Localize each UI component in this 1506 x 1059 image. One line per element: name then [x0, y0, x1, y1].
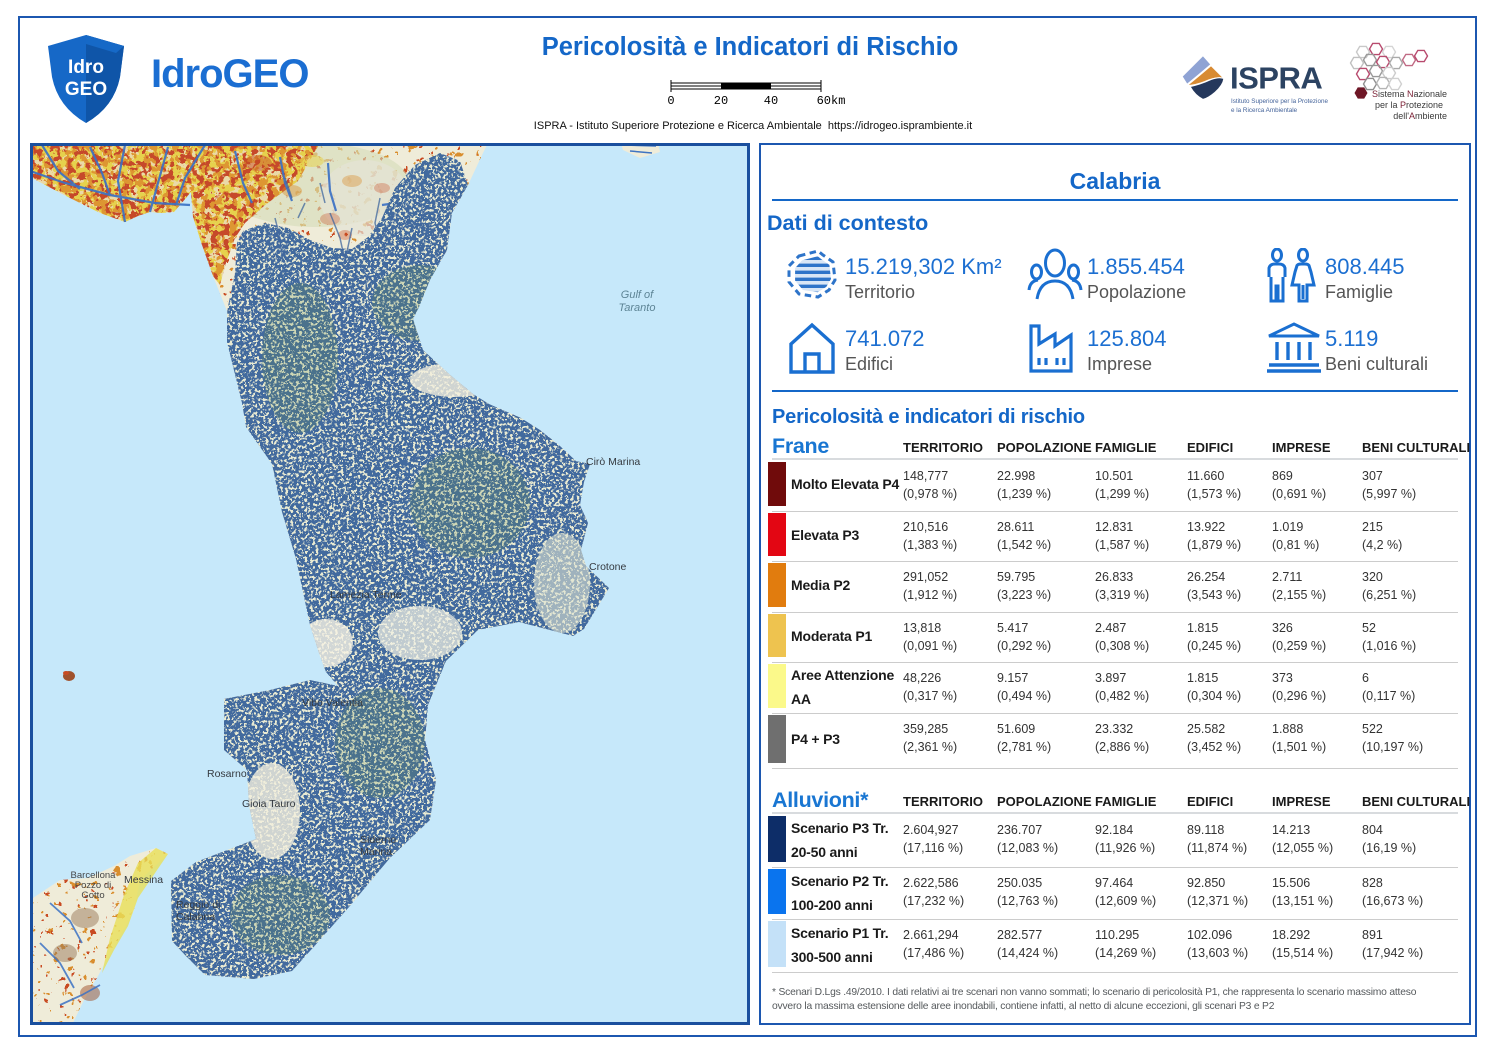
svg-text:Cirò Marina: Cirò Marina: [586, 456, 640, 468]
svg-text:Crotone: Crotone: [589, 561, 627, 573]
svg-text:Calabria: Calabria: [176, 911, 215, 923]
svg-text:Sistema Nazionale: Sistema Nazionale: [1372, 89, 1447, 99]
svg-text:Rosarno: Rosarno: [207, 768, 247, 780]
svg-text:0: 0: [667, 94, 674, 108]
svg-text:Marina: Marina: [360, 846, 392, 858]
svg-text:Gulf of: Gulf of: [621, 289, 654, 301]
svg-text:per la Protezione: per la Protezione: [1375, 100, 1443, 110]
svg-text:60km: 60km: [817, 94, 846, 108]
svg-text:Reggio di: Reggio di: [176, 899, 220, 911]
svg-text:Istituto Superiore per la Prot: Istituto Superiore per la Protezione: [1231, 98, 1328, 105]
svg-text:Idro: Idro: [68, 57, 104, 78]
svg-text:Lamezia Terme: Lamezia Terme: [330, 589, 402, 601]
svg-text:ISPRA: ISPRA: [1230, 61, 1322, 96]
svg-text:Gioia Tauro: Gioia Tauro: [242, 798, 296, 810]
svg-text:20: 20: [714, 94, 728, 108]
svg-text:e la Ricerca Ambientale: e la Ricerca Ambientale: [1231, 107, 1298, 114]
svg-text:Gotto: Gotto: [81, 890, 104, 901]
svg-text:GEO: GEO: [65, 79, 107, 100]
svg-text:Taranto: Taranto: [619, 302, 656, 314]
svg-text:Messina: Messina: [124, 874, 163, 886]
svg-text:Vibo Valentia: Vibo Valentia: [302, 697, 363, 709]
svg-text:Siderno: Siderno: [360, 834, 396, 846]
svg-text:Barcellona: Barcellona: [71, 870, 117, 881]
svg-text:40: 40: [764, 94, 778, 108]
svg-text:Pozzo di: Pozzo di: [75, 880, 111, 891]
svg-text:dell'Ambiente: dell'Ambiente: [1393, 111, 1447, 121]
